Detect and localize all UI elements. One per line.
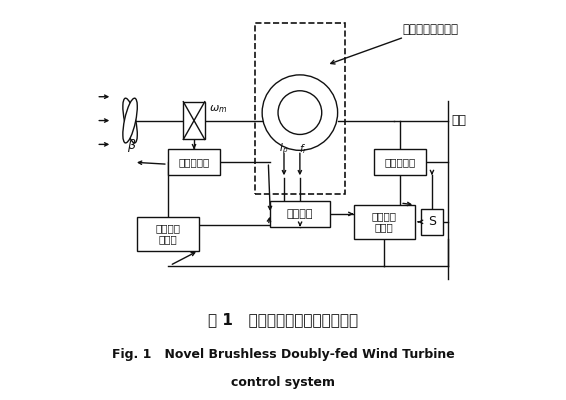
Text: 功率传感器: 功率传感器 [384, 157, 416, 167]
Bar [271, 201, 330, 227]
Bar [137, 217, 199, 251]
Text: S: S [428, 215, 436, 228]
Text: 最大功率
跟踪器: 最大功率 跟踪器 [372, 211, 397, 233]
Text: $I_p$: $I_p$ [280, 142, 289, 156]
Circle shape [262, 75, 337, 150]
Text: 转速传感器: 转速传感器 [178, 157, 209, 167]
Bar [421, 209, 443, 235]
Bar [255, 23, 345, 194]
Text: control system: control system [231, 376, 335, 389]
Bar [183, 102, 205, 140]
Text: Fig. 1   Novel Brushless Doubly-fed Wind Turbine: Fig. 1 Novel Brushless Doubly-fed Wind T… [112, 348, 454, 362]
Text: 图 1   新型无刷双馈电机控制系统: 图 1 新型无刷双馈电机控制系统 [208, 312, 358, 327]
Text: $\omega_m$: $\omega_m$ [209, 103, 227, 114]
Text: 无刷双馈电机系统: 无刷双馈电机系统 [402, 23, 458, 36]
Text: $f_r$: $f_r$ [299, 142, 308, 156]
Circle shape [278, 91, 321, 134]
Bar [354, 205, 415, 239]
Text: 电网: 电网 [452, 114, 467, 127]
Text: 变频装置: 变频装置 [287, 209, 314, 219]
Ellipse shape [123, 98, 138, 143]
Bar [168, 149, 220, 175]
Text: 平稳功率
控制器: 平稳功率 控制器 [155, 223, 181, 244]
Ellipse shape [123, 98, 138, 143]
Text: $\beta$: $\beta$ [127, 137, 137, 154]
Bar [374, 149, 426, 175]
